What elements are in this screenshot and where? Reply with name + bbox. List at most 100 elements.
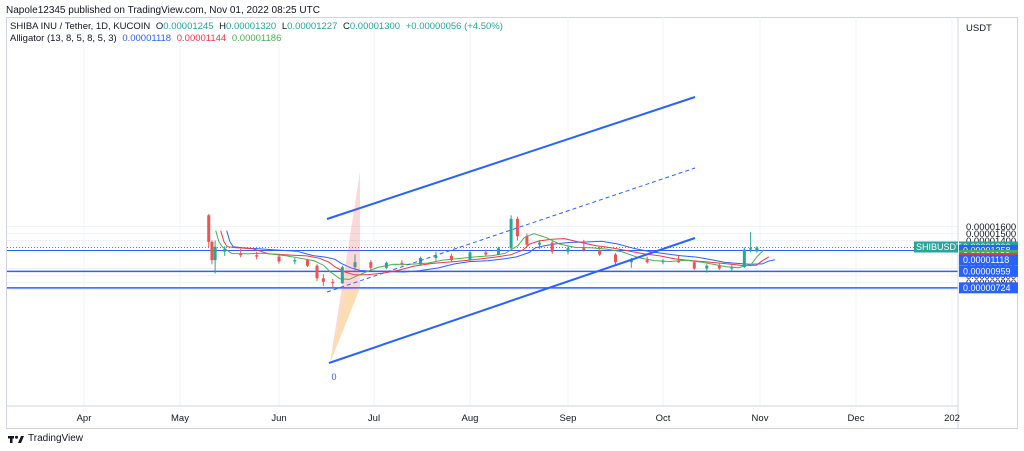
time-tick-label: Aug (462, 413, 479, 424)
legend-low-label: L (281, 21, 288, 32)
candle-body (717, 265, 721, 269)
candle-body (582, 248, 586, 251)
candle-body (353, 262, 357, 268)
candle-body (598, 250, 602, 255)
alligator-jaw-line (226, 230, 776, 273)
candle-body (434, 255, 438, 258)
alligator-lines (215, 230, 776, 280)
candle-body (207, 215, 211, 242)
legend-symbol-row: SHIBA INU / Tether, 1D, KUCOIN O0.000012… (10, 21, 503, 32)
candle-body (331, 281, 335, 284)
candle-body (742, 249, 746, 268)
price-tag-box (959, 265, 1018, 277)
legend-close: 0.00001300 (349, 21, 401, 32)
symbol-tag-box (914, 241, 958, 253)
legend-alligator-row: Alligator (13, 8, 5, 8, 5, 3) 0.00001118… (10, 33, 281, 44)
horizontal-levels (7, 247, 958, 289)
legend-change: +0.00000056 (+4.50%) (405, 21, 503, 32)
footer: TradingView (8, 433, 83, 444)
time-tick-label: Jul (368, 413, 380, 424)
pattern-shade-yellow (330, 288, 360, 363)
legend-jaw: 0.00001118 (122, 33, 172, 44)
legend-symbol: SHIBA INU / Tether, 1D, KUCOIN (10, 21, 151, 32)
candle-body (223, 248, 227, 252)
annotation-zero: 0 (331, 372, 336, 382)
time-tick-label: 202 (944, 413, 960, 424)
candle-body (629, 260, 633, 263)
price-tags: 0.0000130015:34:26SHIBUSDT0.000012580.00… (914, 241, 1018, 294)
price-axis: USDT0.000016000.000015000.000014000.0000… (957, 17, 1016, 429)
legend-high: 0.00001320 (226, 21, 277, 32)
time-tick-label: May (171, 413, 189, 424)
channel-upper-line (326, 96, 696, 220)
price-tick-label: 0.00001600 (966, 222, 1016, 233)
candle-body (293, 260, 297, 262)
candle-body (515, 218, 519, 237)
pattern-shade-red (330, 172, 360, 363)
legend-open: 0.00001245 (163, 21, 214, 32)
candle-body (661, 260, 665, 263)
candle-body (614, 254, 617, 263)
candle-body (306, 260, 309, 266)
tradingview-logo-icon (8, 435, 24, 443)
legend-alligator-label: Alligator (13, 8, 5, 8, 5, 3) (10, 33, 117, 44)
candle-body (210, 241, 214, 261)
time-tick-label: Oct (656, 413, 671, 424)
price-tag-box (959, 254, 1018, 266)
candle-body (340, 267, 344, 284)
price-tag-value: 0.00001118 (963, 255, 1009, 265)
time-tick-label: Dec (848, 413, 865, 424)
candle-body (369, 262, 373, 268)
time-tick-label: Jun (271, 413, 286, 424)
candle-body (239, 253, 243, 256)
candle-body (484, 252, 488, 255)
candle-body (255, 255, 259, 257)
legend-open-label: O (155, 21, 164, 32)
legend-lips: 0.00001186 (231, 33, 282, 44)
channel-mid-line (326, 167, 696, 293)
legend-teeth: 0.00001144 (176, 33, 227, 44)
candle-body (705, 265, 709, 269)
legend-low: 0.00001227 (287, 21, 338, 32)
alligator-lips-line (215, 230, 765, 280)
time-tick-label: Nov (752, 413, 769, 424)
grid (7, 17, 958, 406)
time-tick-label: Sep (560, 413, 577, 424)
channel-lower-line (328, 237, 696, 364)
candle-body (213, 246, 217, 261)
candle-body (566, 248, 570, 252)
candle-body (692, 262, 696, 269)
candle-body (749, 248, 753, 250)
footer-brand[interactable]: TradingView (28, 433, 84, 444)
currency-label: USDT (966, 23, 992, 34)
candle-body (755, 247, 759, 252)
candle-body (645, 260, 649, 263)
candle-body (315, 265, 319, 279)
symbol-tag-label: SHIBUSDT (916, 242, 962, 252)
candle-body (277, 256, 281, 262)
price-tag-value: 0.00000959 (963, 266, 1011, 276)
candle-body (677, 260, 681, 263)
candle-body (449, 255, 453, 261)
candle-body (384, 262, 388, 268)
candle-body (550, 242, 554, 252)
time-tick-label: Apr (77, 413, 92, 424)
candle-body (496, 248, 500, 255)
publisher-line: Napole12345 published on TradingView.com… (6, 5, 320, 16)
candle-body (730, 267, 734, 269)
candle-body (468, 252, 472, 261)
candle-body (525, 236, 529, 245)
price-tag-value: 0.00000724 (963, 283, 1011, 293)
candle-body (400, 262, 404, 265)
legend-close-label: C (343, 21, 350, 32)
candle-body (538, 242, 542, 245)
chart-frame (6, 17, 1018, 429)
price-tick-label: 0.00001500 (966, 229, 1016, 240)
price-tag-box (959, 282, 1018, 294)
candle-body (509, 218, 513, 249)
candles (207, 213, 759, 288)
candle-body (321, 278, 325, 282)
candle-body (418, 258, 422, 265)
legend-high-label: H (219, 21, 227, 32)
